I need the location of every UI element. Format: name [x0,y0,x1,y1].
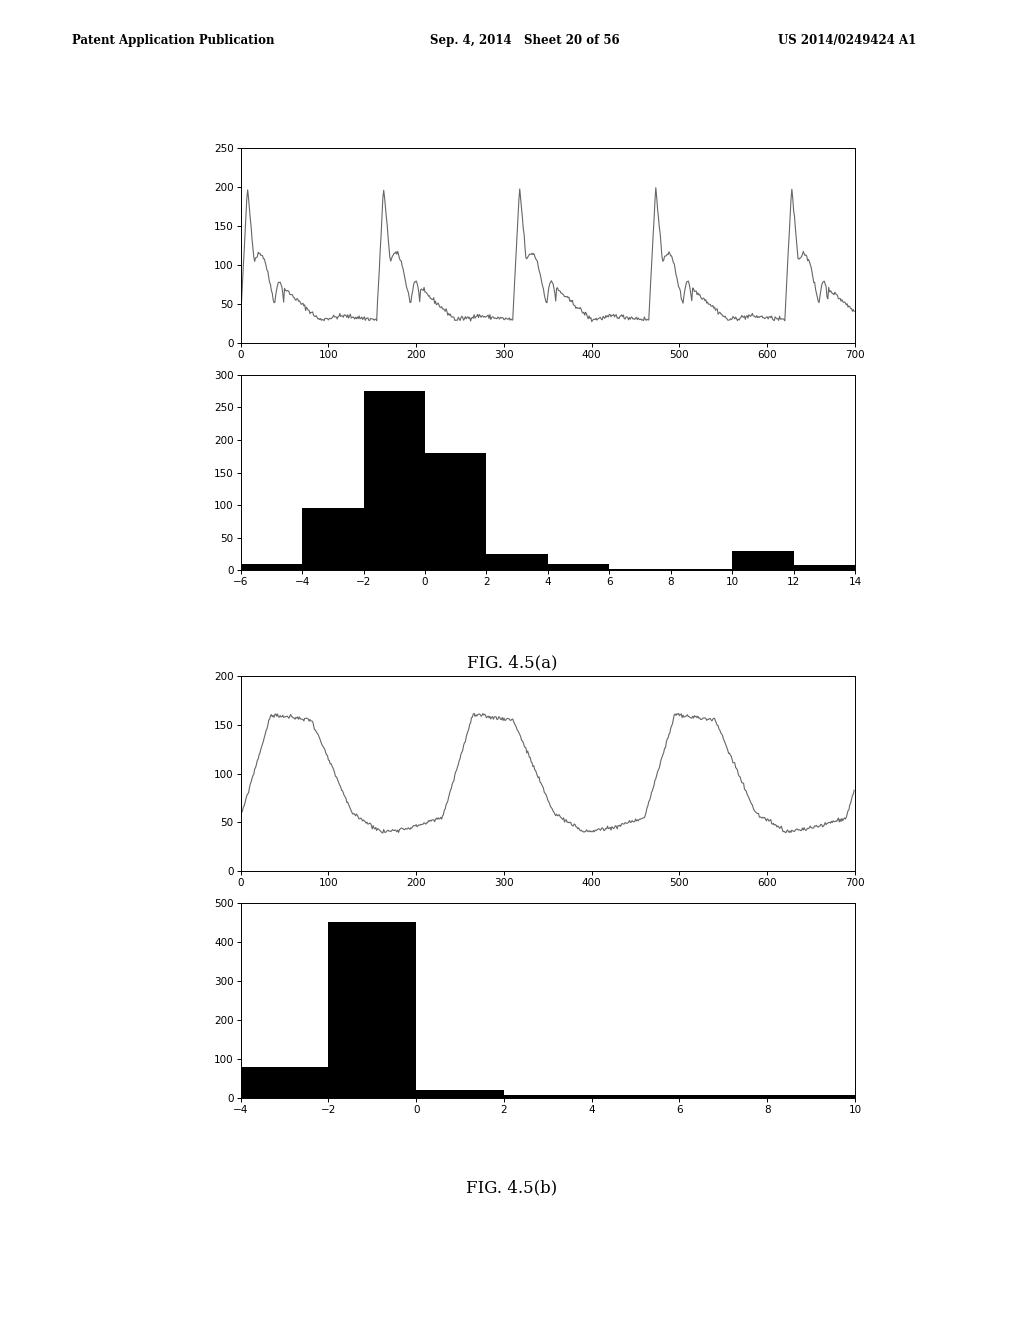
Bar [680,1096,767,1098]
Bar [329,923,416,1098]
Bar [732,550,794,570]
Bar [425,453,486,570]
Bar [592,1096,680,1098]
Bar [486,554,548,570]
Text: FIG. 4.5(b): FIG. 4.5(b) [466,1180,558,1196]
Bar [241,564,302,570]
Bar [794,565,855,570]
Text: Patent Application Publication: Patent Application Publication [72,34,274,48]
Bar [302,508,364,570]
Bar [416,1090,504,1098]
Bar [548,564,609,570]
Text: Sep. 4, 2014   Sheet 20 of 56: Sep. 4, 2014 Sheet 20 of 56 [430,34,620,48]
Bar [504,1096,592,1098]
Bar [364,391,425,570]
Bar [241,1067,329,1098]
Text: US 2014/0249424 A1: US 2014/0249424 A1 [778,34,916,48]
Text: FIG. 4.5(a): FIG. 4.5(a) [467,655,557,671]
Bar [767,1096,855,1098]
